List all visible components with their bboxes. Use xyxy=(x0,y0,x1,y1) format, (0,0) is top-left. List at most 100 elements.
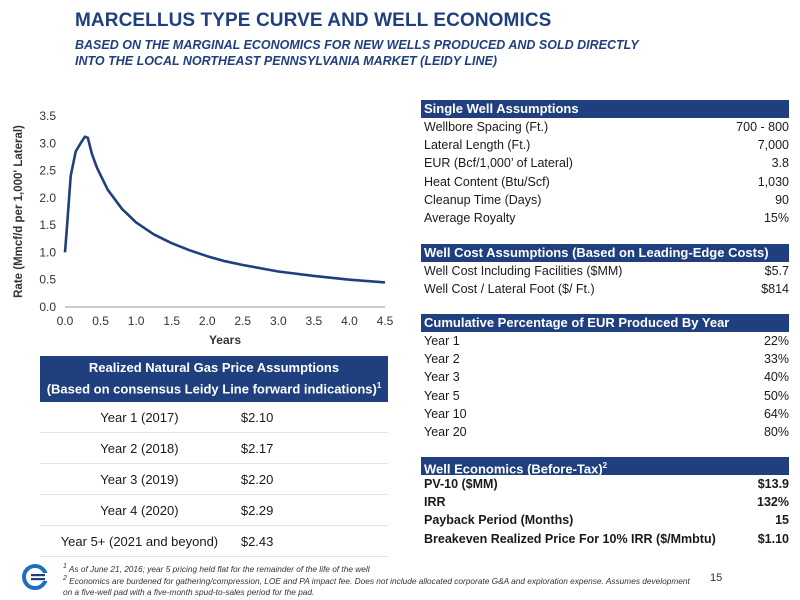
page-title: MARCELLUS TYPE CURVE AND WELL ECONOMICS xyxy=(75,10,552,31)
assumption-row: Average Royalty 15% xyxy=(421,209,789,227)
price-year: Year 3 (2019) xyxy=(100,471,179,487)
subtitle-line-2: INTO THE LOCAL NORTHEAST PENNSYLVANIA MA… xyxy=(75,54,498,68)
assumption-row: Year 2 33% xyxy=(421,350,789,368)
x-tick-label: 4.5 xyxy=(377,314,394,328)
assumption-row: Breakeven Realized Price For 10% IRR ($/… xyxy=(421,530,789,548)
row-value: 90 xyxy=(775,192,789,207)
row-value: 7,000 xyxy=(757,138,789,153)
x-axis-label: Years xyxy=(209,333,241,347)
row-value: 64% xyxy=(763,406,789,421)
price-value: $2.43 xyxy=(240,533,274,549)
footnote-1-text: As of June 21, 2016; year 5 pricing held… xyxy=(68,563,370,574)
y-tick-label: 3.0 xyxy=(39,136,56,150)
row-value: 1,030 xyxy=(757,174,789,189)
x-tick-label: 2.0 xyxy=(199,314,216,328)
row-value: $5.7 xyxy=(764,264,789,278)
price-heading-line-2: (Based on consensus Leidy Line forward i… xyxy=(40,377,388,398)
y-tick-label: 0.5 xyxy=(39,273,56,287)
x-tick-label: 1.0 xyxy=(128,314,145,328)
price-row: Year 5+ (2021 and beyond) $2.43 xyxy=(40,526,388,558)
row-label: Year 3 xyxy=(424,370,460,385)
assumption-row: Well Cost / Lateral Foot ($/ Ft.) $814 xyxy=(421,280,789,298)
single-well-assumptions: Single Well Assumptions Wellbore Spacing… xyxy=(421,100,789,227)
assumption-row: Wellbore Spacing (Ft.) 700 - 800 xyxy=(421,118,789,136)
assumption-row: EUR (Bcf/1,000’ of Lateral) 3.8 xyxy=(421,154,789,172)
assumption-row: IRR 132% xyxy=(421,493,789,511)
price-heading-line-2-text: (Based on consensus Leidy Line forward i… xyxy=(46,381,377,397)
row-label: Lateral Length (Ft.) xyxy=(424,138,531,153)
assumption-row: Year 20 80% xyxy=(421,423,789,441)
x-tick-label: 4.0 xyxy=(341,314,358,328)
row-value: $13.9 xyxy=(757,477,789,491)
row-value: 15% xyxy=(763,210,789,225)
row-label: IRR xyxy=(424,495,446,510)
assumption-row: Payback Period (Months) 15 xyxy=(421,511,789,529)
price-value: $2.17 xyxy=(240,440,274,456)
subtitle-line-1: BASED ON THE MARGINAL ECONOMICS FOR NEW … xyxy=(75,38,639,52)
row-label: Year 1 xyxy=(424,334,460,348)
type-curve-chart: 0.0 0.5 1.0 1.5 2.0 2.5 3.0 3.5 4.0 4.5 0.0 0.5 1.0 1… xyxy=(13,109,394,347)
footnote-1-mark: 1 xyxy=(63,563,67,570)
price-row: Year 1 (2017) $2.10 xyxy=(40,402,388,434)
footnote-2-mark: 2 xyxy=(63,575,67,583)
price-heading-line-1: Realized Natural Gas Price Assumptions xyxy=(88,360,340,375)
row-label: Well Cost Including Facilities ($MM) xyxy=(424,264,623,278)
price-row: Year 3 (2019) $2.20 xyxy=(40,464,388,496)
price-assumptions-table: Realized Natural Gas Price Assumptions (… xyxy=(40,356,388,558)
row-label: Cleanup Time (Days) xyxy=(424,192,542,207)
row-value: 40% xyxy=(763,370,789,385)
y-tick-label: 2.5 xyxy=(39,164,56,178)
page-number: 15 xyxy=(710,572,723,584)
y-tick-label: 3.5 xyxy=(39,109,56,123)
price-value: $2.20 xyxy=(240,471,274,487)
assumption-row: Year 3 40% xyxy=(421,368,789,386)
assumption-row: Heat Content (Btu/Scf) 1,030 xyxy=(421,173,789,191)
row-label: Year 10 xyxy=(424,406,467,421)
footnote-2: 2 Economics are burdened for gathering/c… xyxy=(63,574,693,597)
x-tick-label: 3.5 xyxy=(306,314,323,328)
assumption-row: Well Cost Including Facilities ($MM) $5.7 xyxy=(421,262,789,280)
price-row: Year 4 (2020) $2.29 xyxy=(40,495,388,527)
row-label: Average Royalty xyxy=(424,210,516,225)
price-value: $2.29 xyxy=(240,502,274,518)
x-tick-label: 1.5 xyxy=(163,314,180,328)
y-tick-label: 1.5 xyxy=(39,218,56,232)
footnote-marker: 2 xyxy=(602,461,608,470)
price-year: Year 5+ (2021 and beyond) xyxy=(60,533,219,549)
section-heading: Single Well Assumptions xyxy=(421,100,789,118)
price-table-heading: Realized Natural Gas Price Assumptions (… xyxy=(40,356,388,403)
section-heading: Well Cost Assumptions (Based on Leading-… xyxy=(421,244,789,262)
row-label: Breakeven Realized Price For 10% IRR ($/… xyxy=(424,531,716,546)
x-tick-label: 3.0 xyxy=(270,314,287,328)
assumption-row: Year 10 64% xyxy=(421,405,789,423)
price-year: Year 4 (2020) xyxy=(100,502,179,518)
row-label: Year 5 xyxy=(424,388,460,403)
y-axis-label: Rate (Mmcf/d per 1,000' Lateral) xyxy=(13,125,25,298)
assumption-row: PV-10 ($MM) $13.9 xyxy=(421,475,789,493)
row-label: PV-10 ($MM) xyxy=(424,477,498,491)
price-year: Year 1 (2017) xyxy=(100,409,179,425)
row-label: Year 20 xyxy=(424,424,467,439)
price-row: Year 2 (2018) $2.17 xyxy=(40,433,388,465)
price-year: Year 2 (2018) xyxy=(100,440,179,456)
company-logo-icon xyxy=(22,564,48,590)
y-tick-label: 1.0 xyxy=(39,245,56,259)
row-value: 700 - 800 xyxy=(736,120,789,134)
section-heading: Cumulative Percentage of EUR Produced By… xyxy=(421,314,789,332)
assumption-row: Year 1 22% xyxy=(421,332,789,350)
row-label: Heat Content (Btu/Scf) xyxy=(424,174,550,189)
row-value: 22% xyxy=(763,334,789,348)
cumulative-eur-by-year: Cumulative Percentage of EUR Produced By… xyxy=(421,314,789,441)
well-cost-assumptions: Well Cost Assumptions (Based on Leading-… xyxy=(421,244,789,298)
row-value: 80% xyxy=(763,424,789,439)
row-value: 132% xyxy=(757,495,789,510)
section-heading-text: Well Economics (Before-Tax) xyxy=(424,461,603,477)
assumption-row: Cleanup Time (Days) 90 xyxy=(421,191,789,209)
row-label: Well Cost / Lateral Foot ($/ Ft.) xyxy=(424,282,595,297)
footnote-marker: 1 xyxy=(376,381,382,390)
section-heading: Well Economics (Before-Tax)2 xyxy=(421,457,789,477)
y-tick-label: 0.0 xyxy=(39,300,56,314)
x-tick-label: 2.5 xyxy=(234,314,251,328)
well-economics: Well Economics (Before-Tax)2 PV-10 ($MM)… xyxy=(421,457,789,548)
row-value: $814 xyxy=(761,282,789,297)
